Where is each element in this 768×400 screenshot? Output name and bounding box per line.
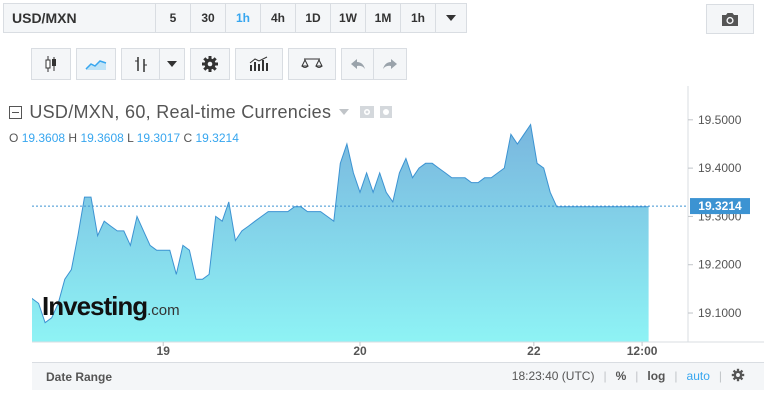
percent-toggle[interactable]: % — [615, 368, 627, 383]
chart-type-dropdown[interactable] — [160, 49, 184, 79]
redo-icon — [383, 59, 397, 69]
tools-toolbar — [31, 48, 412, 82]
interval-bar: USD/MXN 5 30 1h 4h 1D 1W 1M 1h — [3, 3, 467, 33]
scales-icon — [301, 58, 323, 68]
x-tick-label: 12:00 — [627, 344, 658, 358]
ohlc-values: O 19.3608 H 19.3608 L 19.3017 C 19.3214 — [9, 131, 239, 145]
undo-redo-group — [341, 48, 407, 80]
screenshot-button[interactable] — [706, 4, 754, 34]
chart-legend-title[interactable]: USD/MXN, 60, Real-time Currencies — [9, 102, 393, 123]
interval-1w[interactable]: 1W — [331, 4, 366, 32]
close-label: C — [183, 131, 193, 145]
interval-1d[interactable]: 1D — [296, 4, 331, 32]
legend-settings-icon[interactable] — [380, 106, 393, 118]
bars-group — [121, 48, 185, 80]
visibility-icon[interactable] — [359, 106, 374, 118]
divider: | — [635, 368, 639, 383]
ohlc-bars-icon — [134, 57, 147, 72]
y-tick-label: 19.5000 — [698, 113, 742, 127]
indicators-icon — [249, 56, 268, 71]
current-price-label: 19.3214 — [698, 199, 742, 213]
open-label: O — [9, 131, 19, 145]
price-line — [32, 123, 649, 324]
divider: | — [718, 368, 722, 383]
chart-settings-button[interactable] — [722, 368, 754, 383]
area-chart-button[interactable] — [76, 48, 116, 80]
interval-5[interactable]: 5 — [156, 4, 191, 32]
bottom-right-controls: 18:23:40 (UTC) | % | log | auto | — [503, 368, 754, 383]
interval-1m[interactable]: 1M — [366, 4, 401, 32]
indicators-button[interactable] — [235, 48, 283, 80]
collapse-icon[interactable] — [9, 106, 22, 119]
open-value: 19.3608 — [21, 131, 66, 145]
top-toolbar: USD/MXN 5 30 1h 4h 1D 1W 1M 1h — [0, 0, 768, 38]
symbol-input[interactable]: USD/MXN — [4, 4, 156, 32]
interval-4h[interactable]: 4h — [261, 4, 296, 32]
price-area — [32, 124, 649, 342]
bars-button[interactable] — [122, 49, 160, 79]
auto-scale-toggle[interactable]: auto — [686, 368, 710, 383]
gear-icon — [202, 56, 218, 72]
compare-button[interactable] — [288, 48, 336, 80]
undo-icon — [350, 59, 365, 69]
x-tick-label: 20 — [353, 344, 367, 358]
y-tick-label: 19.1000 — [698, 306, 742, 320]
interval-30[interactable]: 30 — [191, 4, 226, 32]
candles-button[interactable] — [31, 48, 71, 80]
logo-main: Investing — [42, 291, 148, 321]
chevron-down-icon — [167, 61, 177, 67]
investing-logo: Investing.com — [42, 291, 180, 322]
chart-title-text: USD/MXN, 60, Real-time Currencies — [29, 102, 332, 122]
interval-1h-custom[interactable]: 1h — [401, 4, 436, 32]
current-price-badge — [690, 198, 750, 215]
y-tick-label: 19.4000 — [698, 161, 742, 175]
logo-suffix: .com — [147, 302, 180, 319]
close-value: 19.3214 — [195, 131, 239, 145]
high-label: H — [68, 131, 78, 145]
redo-button[interactable] — [374, 49, 406, 79]
camera-icon — [722, 12, 738, 26]
y-tick-label: 19.2000 — [698, 258, 742, 272]
bottom-bar: Date Range 18:23:40 (UTC) | % | log | au… — [32, 362, 764, 390]
log-toggle[interactable]: log — [647, 368, 666, 383]
high-value: 19.3608 — [80, 131, 124, 145]
interval-1h[interactable]: 1h — [226, 4, 261, 32]
x-tick-label: 19 — [157, 344, 171, 358]
utc-clock[interactable]: 18:23:40 (UTC) — [511, 368, 595, 383]
gear-icon — [731, 368, 745, 382]
chevron-down-icon[interactable] — [338, 109, 349, 115]
candlestick-icon — [45, 56, 56, 72]
x-tick-label: 22 — [527, 344, 541, 358]
area-chart-icon — [85, 60, 107, 70]
chevron-down-icon — [446, 15, 456, 21]
divider: | — [674, 368, 678, 383]
divider: | — [603, 368, 607, 383]
low-label: L — [127, 131, 134, 145]
undo-button[interactable] — [342, 49, 374, 79]
settings-button[interactable] — [190, 48, 230, 80]
low-value: 19.3017 — [136, 131, 181, 145]
interval-dropdown[interactable] — [436, 4, 466, 32]
date-range-button[interactable]: Date Range — [46, 370, 113, 384]
